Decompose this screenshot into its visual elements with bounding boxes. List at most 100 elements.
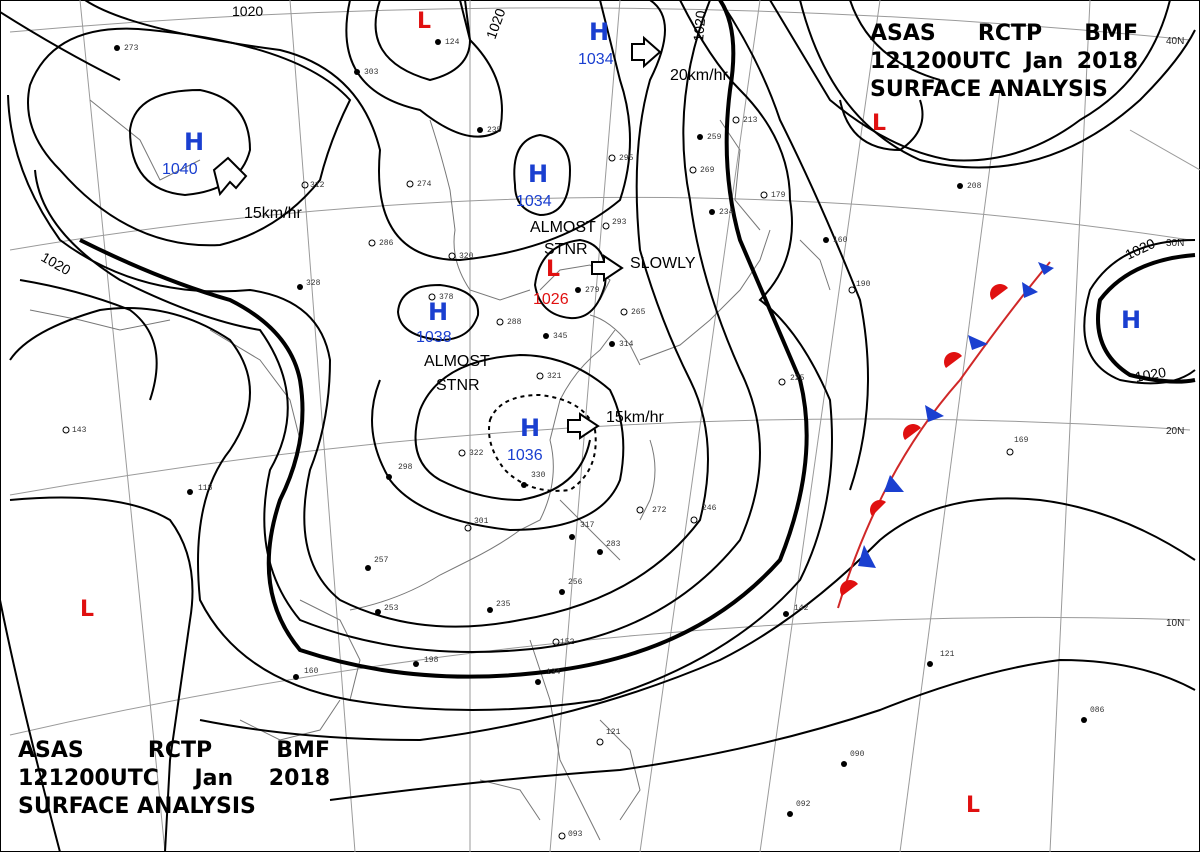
isobar — [513, 133, 572, 217]
isobar — [533, 238, 607, 320]
station-value: 295 — [619, 154, 634, 163]
header-station: RCTP — [147, 738, 213, 763]
station-plot: 169 — [1006, 436, 1029, 456]
station-plot: 246 — [690, 504, 717, 524]
high-center: H 1038 — [416, 298, 452, 346]
high-letter: H — [184, 128, 204, 156]
station-value: 213 — [743, 116, 758, 125]
station-plot: 160 — [823, 236, 848, 245]
header-line-2: 121200UTC Jan 2018 — [18, 765, 330, 793]
isobar — [0, 599, 61, 852]
isobar-label: 1020 — [1134, 364, 1168, 385]
station-value: 234 — [719, 208, 734, 217]
station-plot: 317 — [569, 521, 595, 540]
high-letter: H — [428, 298, 448, 326]
isobar — [19, 279, 158, 401]
station-plot: 253 — [375, 604, 399, 615]
station-plot: 269 — [689, 166, 715, 175]
station-value: 330 — [531, 471, 546, 480]
station-value: 272 — [652, 506, 667, 515]
station-plots: 273 124 303 312 274 286 320 235 295 259 … — [62, 38, 1105, 840]
station-value: 279 — [585, 286, 600, 295]
station-plot: 121 — [927, 650, 955, 667]
header-line-3: SURFACE ANALYSIS — [870, 76, 1138, 104]
header-title: SURFACE ANALYSIS — [870, 77, 1108, 102]
high-center: H 1034 — [578, 18, 614, 68]
header-time: 121200UTC — [870, 49, 1011, 74]
station-value: 118 — [198, 484, 213, 493]
station-plot: 283 — [597, 540, 621, 555]
station-plot: 086 — [1081, 706, 1105, 723]
station-plot: 134 — [535, 668, 561, 685]
station-value: 273 — [124, 44, 139, 53]
station-plot: 198 — [413, 656, 439, 667]
chart-header-bottom-left: ASAS RCTP BMF 121200UTC Jan 2018 SURFACE… — [18, 737, 330, 821]
dashed-contour — [488, 393, 597, 492]
station-plot: 225 — [778, 374, 805, 386]
station-value: 124 — [445, 38, 460, 47]
isobar-1020-bold — [79, 0, 809, 679]
station-plot: 274 — [406, 180, 432, 189]
header-station: RCTP — [977, 21, 1043, 46]
station-value: 246 — [702, 504, 717, 513]
station-value: 312 — [310, 181, 325, 190]
station-plot: 235 — [487, 600, 511, 613]
header-time: 121200UTC — [18, 766, 159, 791]
high-pressure: 1034 — [578, 51, 614, 68]
station-value: 134 — [546, 668, 561, 677]
station-value: 093 — [568, 830, 583, 839]
station-plot: 257 — [365, 556, 389, 571]
station-plot: 092 — [787, 800, 811, 817]
low-letter: L — [966, 793, 980, 818]
lat-label-20n: 20N — [1166, 426, 1184, 437]
isobar — [769, 0, 1171, 162]
low-letter: L — [546, 257, 560, 282]
station-value: 265 — [631, 308, 646, 317]
station-plot: 259 — [697, 133, 722, 142]
chart-header-top-right: ASAS RCTP BMF 121200UTC Jan 2018 SURFACE… — [870, 20, 1138, 104]
high-pressure: 1040 — [162, 161, 198, 178]
isobar — [849, 0, 941, 81]
header-year: 2018 — [268, 766, 330, 791]
high-letter: H — [520, 414, 540, 442]
header-title: SURFACE ANALYSIS — [18, 794, 256, 819]
header-agency: BMF — [276, 738, 330, 763]
isobar — [329, 658, 1196, 801]
header-source: ASAS — [870, 21, 936, 46]
station-plot: 213 — [732, 116, 758, 125]
station-plot: 293 — [602, 218, 627, 230]
station-value: 301 — [474, 517, 489, 526]
lat-label-30n: 30N — [1166, 238, 1184, 249]
motion-speed: 15km/hr — [244, 205, 302, 222]
station-value: 179 — [771, 191, 786, 200]
station-plot: 265 — [620, 308, 646, 317]
low-center: L 1026 — [533, 257, 569, 308]
high-center: H 1034 — [516, 160, 552, 210]
station-value: 169 — [1014, 436, 1029, 445]
station-plot: 279 — [575, 286, 600, 295]
lat-labels: 40N 30N 20N 10N — [1166, 36, 1184, 629]
station-plot: 273 — [114, 44, 139, 53]
high-letter: H — [528, 160, 548, 188]
station-value: 235 — [496, 600, 511, 609]
high-center: H 1040 — [162, 128, 204, 178]
station-plot: 124 — [435, 38, 460, 47]
note-line: STNR — [436, 377, 480, 394]
front-warm-symbols — [840, 284, 1008, 596]
isobar — [27, 27, 352, 247]
isobar — [839, 99, 924, 152]
low-letter: L — [80, 597, 94, 622]
station-plot: 208 — [957, 182, 982, 191]
isobar — [1083, 239, 1196, 385]
station-plot: 142 — [783, 604, 809, 617]
header-line-1: ASAS RCTP BMF — [870, 20, 1138, 48]
station-plot: 152 — [552, 638, 575, 647]
station-value: 286 — [379, 239, 394, 248]
isobar — [719, 0, 869, 491]
motion-speed: 15km/hr — [606, 409, 664, 426]
station-value: 328 — [306, 279, 321, 288]
station-value: 121 — [606, 728, 621, 737]
header-agency: BMF — [1084, 21, 1138, 46]
high-pressure: 1038 — [416, 329, 452, 346]
station-plot: 179 — [760, 191, 786, 200]
